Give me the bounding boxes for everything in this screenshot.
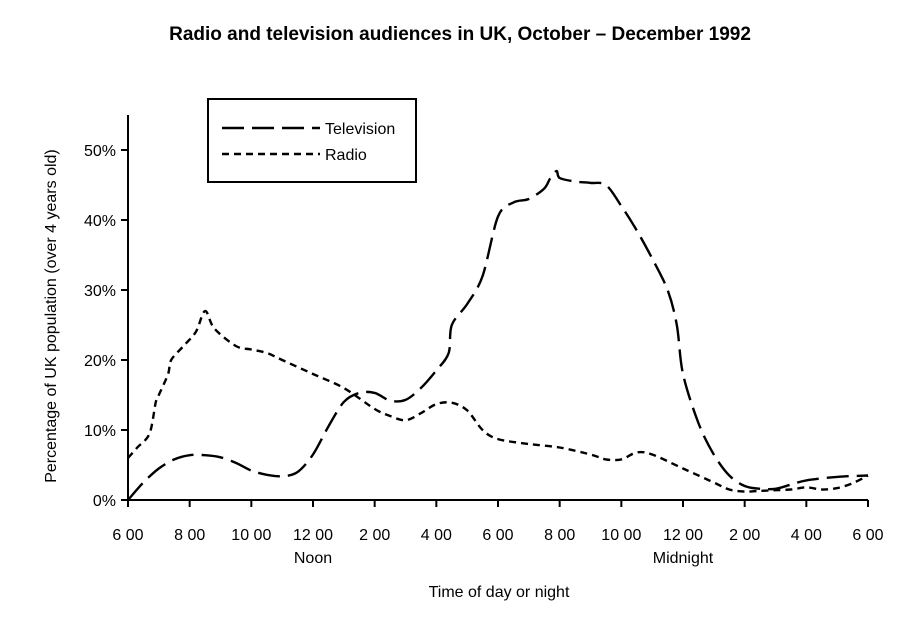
y-axis: 0% 10% 20% 30% 40% 50% <box>84 115 129 510</box>
y-tick-label: 0% <box>93 493 116 510</box>
x-axis: 6 00 8 00 10 00 12 00 Noon 2 00 4 00 6 00 8 00 10… <box>112 499 884 567</box>
legend-label-radio: Radio <box>325 147 367 164</box>
y-tick-label: 10% <box>84 423 116 440</box>
chart-title: Radio and television audiences in UK, Oc… <box>169 24 751 45</box>
x-tick-label: 4 00 <box>421 527 452 544</box>
x-tick-label: 6 00 <box>852 527 883 544</box>
y-axis-title: Percentage of UK population (over 4 year… <box>43 149 60 483</box>
x-tick-label: 10 00 <box>231 527 271 544</box>
y-tick-label: 20% <box>84 353 116 370</box>
x-tick-label: 2 00 <box>359 527 390 544</box>
legend-box <box>207 98 417 183</box>
legend-label-television: Television <box>325 121 395 138</box>
x-axis-title: Time of day or night <box>429 584 570 601</box>
x-tick-label: 6 00 <box>112 527 143 544</box>
y-tick-label: 50% <box>84 143 116 160</box>
x-tick-label: 10 00 <box>601 527 641 544</box>
x-tick-sublabel: Midnight <box>653 550 714 567</box>
x-tick-label: 2 00 <box>729 527 760 544</box>
x-tick-label: 12 00 <box>293 527 333 544</box>
series-line-radio <box>127 309 869 493</box>
y-tick-label: 30% <box>84 283 116 300</box>
x-tick-sublabel: Noon <box>294 550 332 567</box>
x-tick-label: 6 00 <box>482 527 513 544</box>
x-tick-label: 4 00 <box>791 527 822 544</box>
x-tick-label: 12 00 <box>663 527 703 544</box>
x-tick-label: 8 00 <box>174 527 205 544</box>
legend: Television Radio <box>207 98 417 183</box>
series-line-television <box>127 169 869 501</box>
y-tick-label: 40% <box>84 213 116 230</box>
x-tick-label: 8 00 <box>544 527 575 544</box>
plot-area <box>127 169 869 501</box>
